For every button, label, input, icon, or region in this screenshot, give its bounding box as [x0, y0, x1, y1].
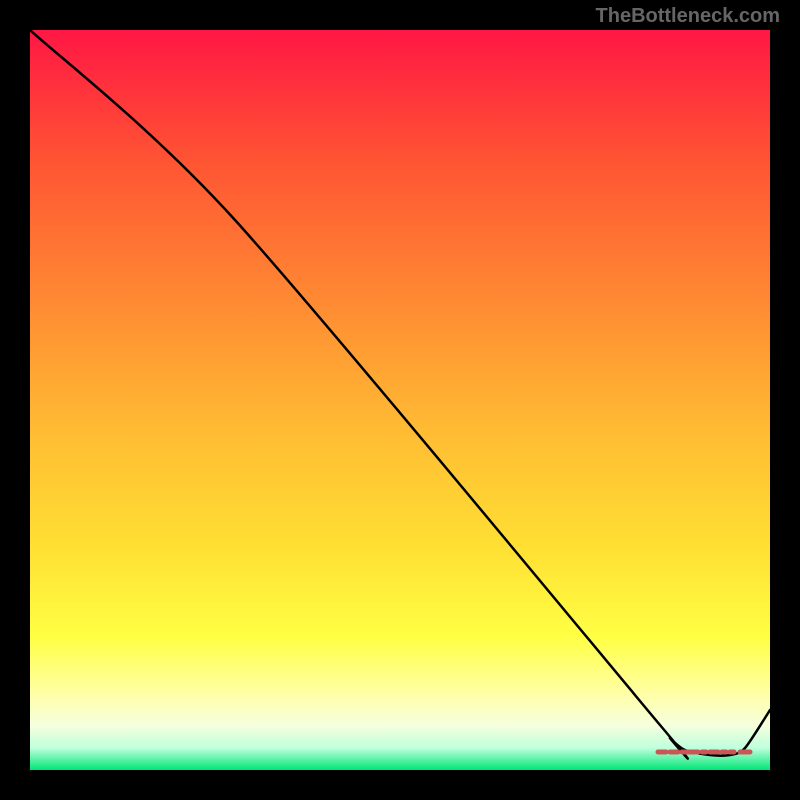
watermark-text: TheBottleneck.com [596, 5, 780, 28]
chart-svg [30, 30, 770, 770]
chart-container: TheBottleneck.com [0, 0, 800, 800]
plot-area [30, 30, 770, 770]
gradient-bg [30, 30, 770, 770]
